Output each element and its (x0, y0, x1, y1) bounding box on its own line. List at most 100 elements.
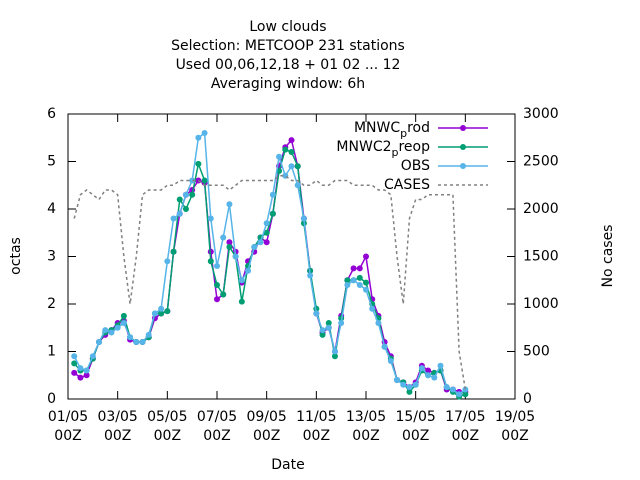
point (325, 320, 332, 326)
point (363, 279, 369, 286)
x-axis-label: Date (271, 457, 304, 473)
point (375, 320, 382, 326)
x-tick-label: 00Z (54, 428, 81, 444)
point (300, 215, 307, 222)
point (381, 343, 388, 350)
point (263, 229, 270, 236)
legend-label: OBS (401, 158, 430, 174)
point (220, 234, 227, 241)
point (201, 177, 208, 184)
x-tick-label: 07/05 (197, 409, 237, 425)
point (319, 327, 326, 334)
point (214, 282, 220, 288)
x-tick-label: 00Z (253, 428, 280, 444)
point (182, 206, 189, 212)
point (139, 339, 146, 345)
chart-title: Averaging window: 6h (211, 76, 365, 92)
point (238, 298, 245, 305)
point (412, 381, 419, 388)
x-tick-label: 01/05 (48, 409, 88, 425)
point (151, 310, 158, 317)
point (425, 367, 432, 374)
point (189, 191, 196, 198)
y-tick-label: 2 (47, 296, 56, 312)
point (363, 253, 369, 260)
point (114, 324, 121, 331)
point (313, 310, 320, 317)
point (449, 386, 456, 393)
y-tick-label: 1 (47, 344, 56, 360)
y-tick-label: 4 (47, 201, 56, 217)
legend-point (460, 125, 466, 131)
point (96, 339, 103, 345)
point (77, 374, 84, 381)
point (338, 320, 345, 326)
point (325, 324, 332, 331)
point (418, 365, 425, 372)
point (276, 153, 283, 160)
point (282, 146, 289, 153)
x-tick-label: 00Z (154, 428, 181, 444)
legend-label: CASES (384, 177, 430, 193)
point (350, 277, 357, 284)
point (158, 305, 165, 312)
point (344, 277, 351, 284)
series-line (73, 131, 466, 396)
x-tick-label: 19/05 (495, 409, 535, 425)
point (83, 372, 90, 379)
point (164, 258, 171, 265)
point (294, 163, 301, 170)
x-tick-label: 15/05 (395, 409, 435, 425)
point (319, 331, 326, 338)
point (437, 362, 444, 369)
point (71, 353, 78, 360)
point (71, 360, 78, 367)
point (71, 369, 78, 376)
y2-tick-label: 3000 (523, 106, 559, 122)
point (387, 358, 394, 364)
x-tick-label: 09/05 (246, 409, 286, 425)
y2-axis-label: No cases (600, 225, 616, 288)
x-tick-label: 00Z (303, 428, 330, 444)
x-tick-label: 05/05 (147, 409, 187, 425)
y-tick-label: 3 (47, 249, 56, 265)
point (288, 149, 295, 155)
point (400, 381, 407, 388)
y-tick-label: 6 (47, 106, 56, 122)
point (238, 277, 245, 284)
point (120, 312, 127, 319)
x-tick-label: 00Z (203, 428, 230, 444)
y-axis-label: octas (8, 237, 24, 275)
point (263, 239, 270, 246)
x-tick-label: 00Z (402, 428, 429, 444)
point (251, 244, 258, 250)
point (331, 353, 338, 360)
point (288, 137, 295, 144)
point (102, 327, 109, 334)
legend-point (460, 163, 466, 169)
point (226, 201, 233, 208)
point (232, 253, 239, 260)
point (431, 374, 438, 381)
chart-title: Selection: METCOOP 231 stations (171, 38, 405, 54)
x-tick-label: 13/05 (346, 409, 386, 425)
legend-label: MNWCprod (354, 120, 430, 140)
x-tick-label: 00Z (104, 428, 131, 444)
point (195, 134, 202, 141)
y-tick-label: 5 (47, 154, 56, 170)
point (245, 267, 252, 274)
chart-title: Used 00,06,12,18 + 01 02 ... 12 (176, 57, 401, 73)
point (263, 220, 270, 227)
point (182, 191, 189, 198)
point (108, 329, 115, 336)
point (443, 384, 450, 391)
legend-label: MNWC2preop (336, 139, 430, 159)
y2-tick-label: 0 (523, 391, 532, 407)
point (207, 215, 214, 222)
chart-title: Low clouds (249, 19, 326, 35)
point (425, 372, 432, 379)
y2-tick-label: 2500 (523, 154, 559, 170)
y2-tick-label: 1500 (523, 249, 559, 265)
point (127, 334, 134, 341)
